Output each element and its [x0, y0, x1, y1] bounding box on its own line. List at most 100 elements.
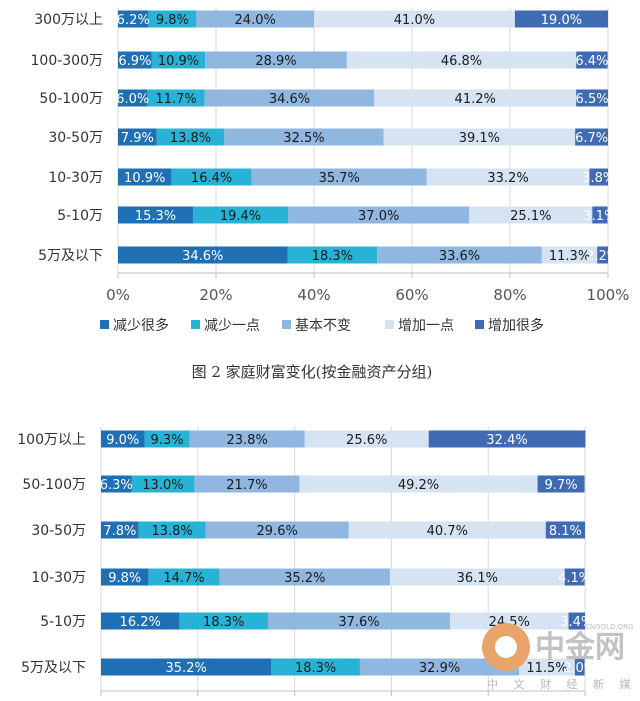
bar-segment [597, 246, 608, 264]
data-label: 21.7% [226, 478, 267, 493]
bar-segment [564, 568, 585, 586]
bar-segment [147, 89, 205, 107]
data-label: 35.2% [284, 571, 325, 586]
data-label: 18.3% [312, 249, 353, 264]
bar-segment [118, 246, 288, 264]
data-label: 25.1% [510, 209, 551, 224]
x-tick-label: 60% [395, 286, 428, 304]
data-label: 9.3% [151, 433, 184, 448]
data-label: 7.8% [103, 524, 136, 539]
x-tick-label: 100% [587, 286, 630, 304]
bar-segment [449, 612, 569, 630]
data-label: 2.0% [563, 661, 596, 676]
bar-segment [541, 246, 598, 264]
data-label: 13.8% [151, 524, 192, 539]
data-label: 14.7% [163, 571, 204, 586]
bar-segment [101, 612, 180, 630]
x-tick-label: 40% [297, 286, 330, 304]
data-label: 35.7% [319, 171, 360, 186]
legend-swatch [385, 320, 394, 329]
data-label: 36.1% [457, 571, 498, 586]
data-label: 4.1% [558, 571, 591, 586]
category-label: 300万以上 [34, 12, 103, 28]
bar-segment [118, 206, 193, 224]
data-label: 19.0% [541, 13, 582, 28]
category-label: 100-300万 [31, 53, 104, 69]
data-label: 41.0% [394, 13, 435, 28]
bar-segment [205, 51, 347, 69]
data-label: 16.2% [120, 615, 161, 630]
category-label: 30-50万 [48, 130, 103, 146]
bar-segment [189, 430, 305, 448]
bar-segment [287, 246, 378, 264]
data-label: 32.5% [283, 131, 324, 146]
bar-segment [428, 430, 586, 448]
bar-segment [219, 568, 390, 586]
bar-segment [144, 430, 190, 448]
bar-segment [204, 89, 375, 107]
data-label: 34.6% [182, 249, 223, 264]
category-label: 50-100万 [39, 91, 103, 107]
bar-segment [156, 128, 225, 146]
data-label: 11.5% [526, 661, 567, 676]
bar-segment [118, 128, 157, 146]
x-tick-label: 80% [493, 286, 526, 304]
watermark-domain: CNGOLD.ORG [585, 623, 633, 631]
data-label: 33.6% [439, 249, 480, 264]
bar-segment [374, 89, 577, 107]
bar-segment [545, 521, 585, 539]
data-label: 9.7% [545, 478, 578, 493]
data-label: 35.2% [166, 661, 207, 676]
bar-segment [592, 206, 608, 224]
watermark-tagline: 中 文 财 经 新 媒 体 [487, 677, 640, 691]
bar-segment [575, 128, 608, 146]
data-label: 18.3% [295, 661, 336, 676]
chart-2: 100万以上 9.0% 9.3% 23.8% 25.6% 32.4% 50-100万 6.3%… [17, 427, 596, 696]
bar-segment [348, 521, 546, 539]
data-label: 40.7% [427, 524, 468, 539]
data-label: 15.3% [135, 209, 176, 224]
data-label: 6.9% [118, 54, 151, 69]
bar-segment [101, 430, 145, 448]
bar-segment [101, 475, 132, 493]
data-label: 9.8% [108, 571, 141, 586]
category-label: 5万及以下 [21, 660, 86, 676]
data-label: 34.6% [269, 92, 310, 107]
bar-segment [118, 10, 149, 28]
legend-swatch [191, 320, 200, 329]
legend: 减少很多 减少一点 基本不变 增加一点 增加很多 [100, 317, 544, 334]
bar-segment [138, 521, 206, 539]
bar-segment [148, 568, 220, 586]
bar-segment [426, 168, 590, 186]
bar-segment [118, 51, 152, 69]
data-label: 6.5% [576, 92, 609, 107]
bar-segment [131, 475, 195, 493]
data-label: 49.2% [398, 478, 439, 493]
bar-segment [251, 168, 427, 186]
data-label: 18.3% [203, 615, 244, 630]
data-label: 25.6% [346, 433, 387, 448]
category-label: 30-50万 [31, 523, 86, 539]
data-label: 10.9% [158, 54, 199, 69]
watermark-logo-inner-icon [495, 636, 517, 658]
data-label: 28.9% [255, 54, 296, 69]
bar-segment [576, 51, 608, 69]
bar-segment [171, 168, 252, 186]
bar-segment [568, 612, 585, 630]
bar-segment [314, 10, 515, 28]
data-label: 23.8% [227, 433, 268, 448]
bar-segment [118, 168, 172, 186]
category-label: 10-30万 [48, 170, 103, 186]
data-label: 3.4% [560, 615, 593, 630]
data-label: 6.3% [100, 478, 133, 493]
bar-segment [537, 475, 585, 493]
data-label: 32.4% [486, 433, 527, 448]
data-label: 39.1% [459, 131, 500, 146]
bar-segment [574, 658, 585, 676]
data-label: 11.3% [549, 249, 590, 264]
data-label: 29.6% [257, 524, 298, 539]
data-label: 10.9% [124, 171, 165, 186]
bar-segment [377, 246, 542, 264]
category-label: 5万及以下 [38, 248, 103, 264]
